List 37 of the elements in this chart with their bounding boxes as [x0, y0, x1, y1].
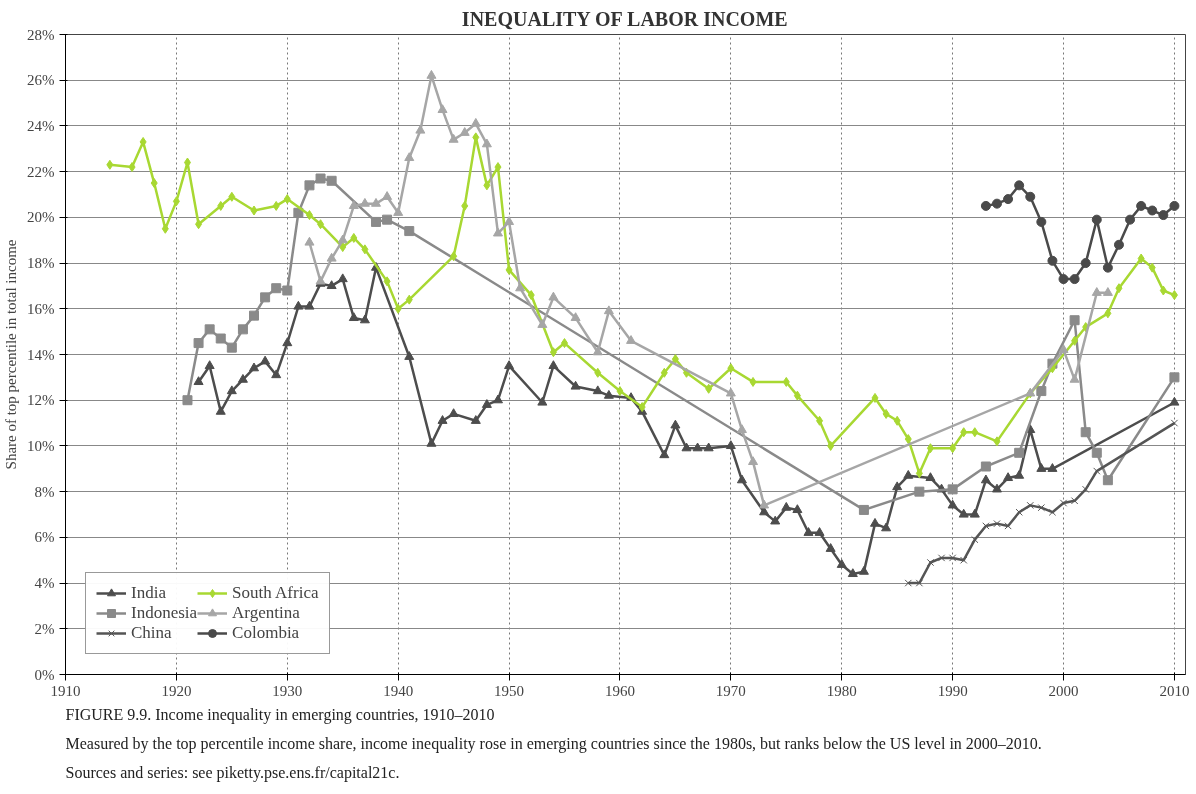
y-tick-label: 24% [27, 117, 55, 134]
x-tick-label: 1930 [272, 682, 303, 699]
legend-label: South Africa [232, 583, 319, 603]
y-tick-label: 8% [34, 483, 55, 500]
y-tick-label: 4% [34, 575, 55, 592]
y-tick-label: 28% [27, 26, 55, 43]
x-tick-label: 1960 [604, 682, 635, 699]
legend-label: China [131, 623, 172, 643]
legend-label: India [131, 583, 166, 603]
y-tick-label: 20% [27, 209, 55, 226]
y-axis-title: Share of top percentile in total income [3, 239, 19, 470]
legend-label: Colombia [232, 623, 300, 643]
y-tick-label: 10% [27, 437, 55, 454]
y-tick-label: 26% [27, 72, 55, 89]
chart-title: INEQUALITY OF LABOR INCOME [461, 7, 788, 30]
y-tick-label: 18% [27, 255, 55, 272]
x-tick-label: 2010 [1159, 682, 1190, 699]
y-tick-label: 0% [34, 666, 55, 683]
x-tick-label: 1910 [50, 682, 81, 699]
x-tick-label: 1920 [161, 682, 192, 699]
y-tick-label: 6% [34, 529, 55, 546]
y-tick-label: 12% [27, 392, 55, 409]
y-tick-label: 2% [34, 620, 55, 637]
x-tick-label: 2000 [1048, 682, 1079, 699]
x-tick-label: 1950 [494, 682, 525, 699]
y-tick-label: 22% [27, 163, 55, 180]
source-note: Sources and series: see piketty.pse.ens.fr/capital21c. [65, 763, 400, 782]
legend-label: Argentina [232, 603, 300, 623]
text: Measured by the top percentile income share, income inequality rose in emerging countries since the 1980s, but ranks below the US level in 2000–2010. [65, 734, 1042, 753]
x-tick-label: 1980 [826, 682, 857, 699]
x-tick-label: 1990 [937, 682, 968, 699]
x-tick-label: 1970 [715, 682, 746, 699]
y-tick-label: 16% [27, 300, 55, 317]
y-tick-label: 14% [27, 346, 55, 363]
caption: FIGURE 9.9. Income inequality in emerging countries, 1910–2010 [65, 705, 495, 724]
legend-label: Indonesia [131, 603, 198, 623]
x-tick-label: 1940 [383, 682, 414, 699]
